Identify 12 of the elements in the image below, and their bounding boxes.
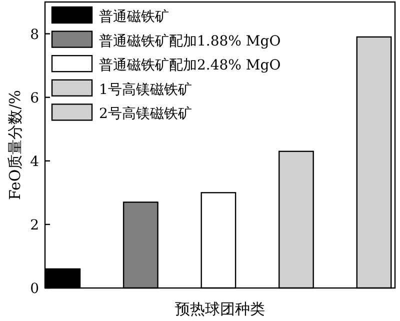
legend-label: 普通磁铁矿: [99, 8, 169, 25]
y-tick-label: 0: [30, 281, 39, 297]
y-axis-title: FeO质量分数/%: [6, 90, 24, 200]
legend-label: 普通磁铁矿配加2.48% MgO: [99, 56, 281, 74]
y-tick-label: 6: [30, 90, 40, 106]
y-tick-label: 8: [30, 26, 39, 43]
y-tick-label: 4: [30, 154, 40, 170]
legend-label: 2号高镁磁铁矿: [99, 106, 192, 122]
x-axis-title: 预热球团种类: [175, 300, 265, 318]
legend-label: 1号高镁磁铁矿: [99, 82, 192, 98]
legend-label: 普通磁铁矿配加1.88% MgO: [99, 32, 281, 50]
y-tick-label: 2: [30, 217, 39, 234]
